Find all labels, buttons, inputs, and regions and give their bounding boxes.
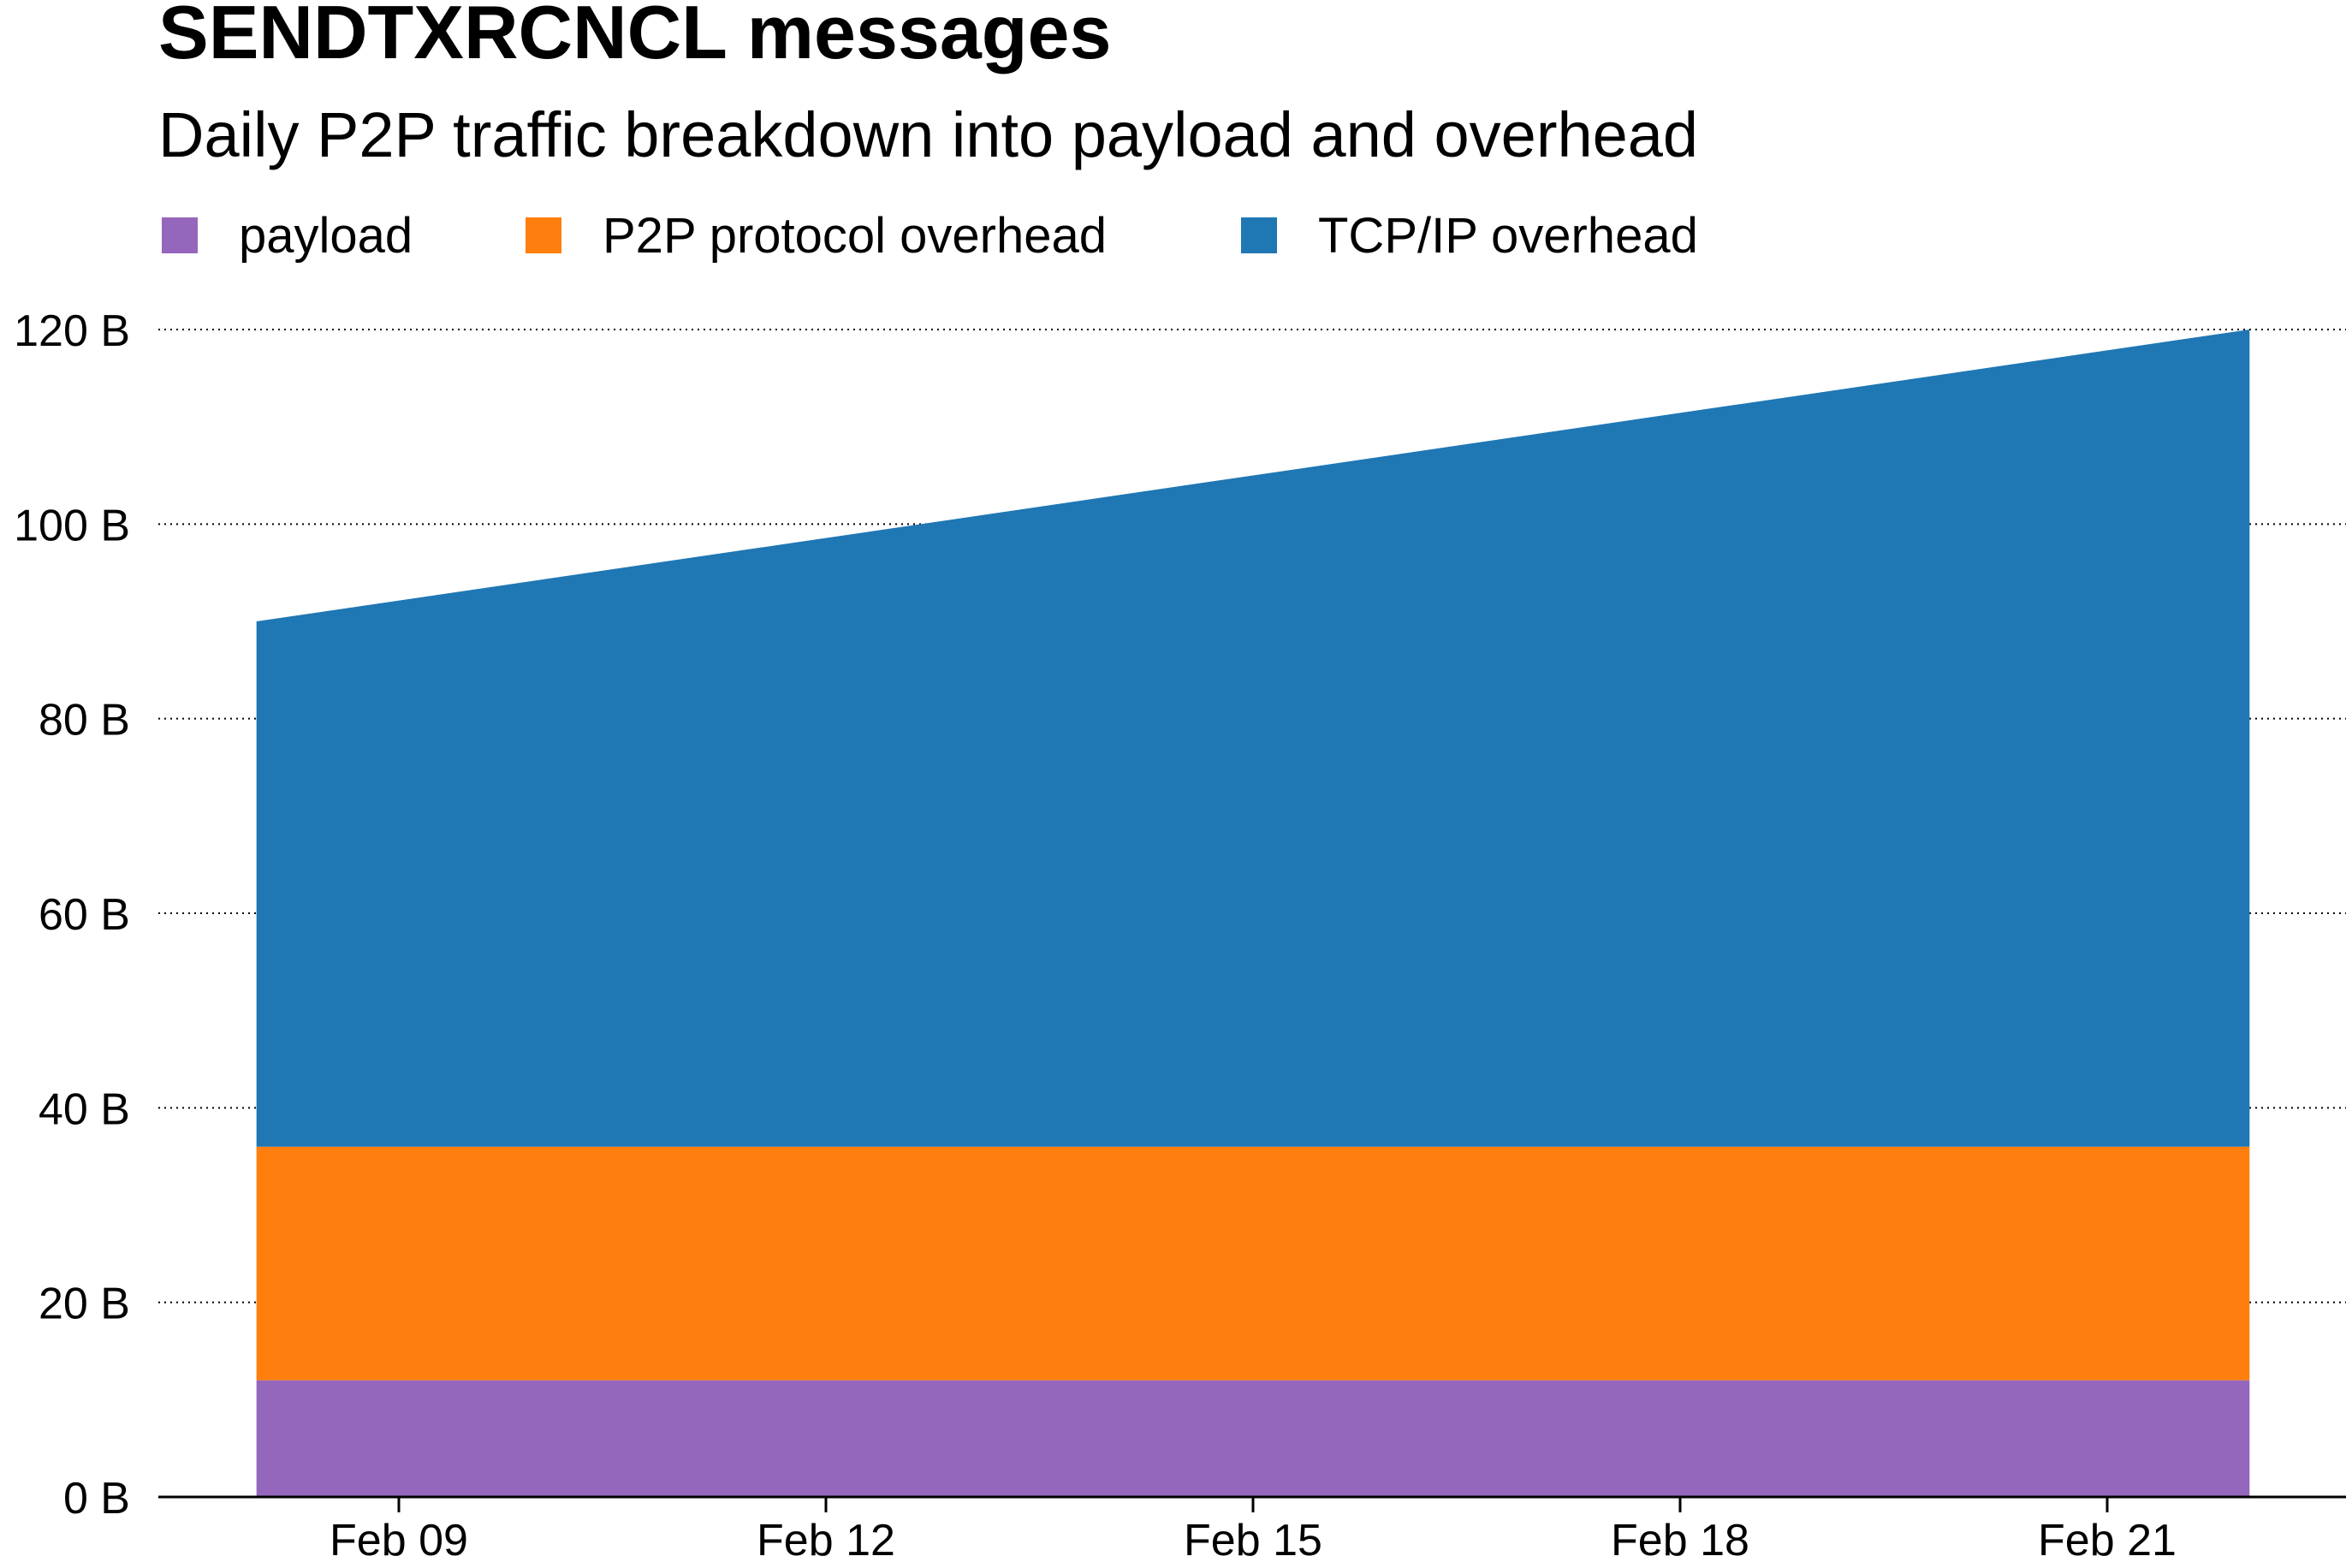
y-tick-label: 80 B — [39, 696, 130, 745]
x-tick-label: Feb 18 — [1611, 1516, 1749, 1565]
legend-label: P2P protocol overhead — [603, 208, 1107, 264]
y-tick-label: 40 B — [39, 1084, 130, 1134]
area-series-3 — [256, 330, 2250, 1147]
legend-label: TCP/IP overhead — [1318, 208, 1698, 264]
x-tick-label: Feb 15 — [1184, 1516, 1322, 1565]
y-axis-ticks: 0 B 20 B 40 B 60 B 80 B 100 B 120 B — [14, 306, 130, 1523]
area-series-2 — [256, 1146, 2250, 1381]
y-tick-label: 20 B — [39, 1280, 130, 1329]
legend-swatch — [162, 217, 198, 253]
legend: payload P2P protocol overhead TCP/IP overh… — [162, 208, 1698, 264]
chart-subtitle: Daily P2P traffic breakdown into payload… — [158, 99, 1698, 170]
x-tick-label: Feb 12 — [757, 1516, 895, 1565]
legend-item-1: payload — [162, 208, 413, 264]
legend-swatch — [1241, 217, 1277, 253]
stacked-areas — [256, 330, 2250, 1497]
legend-item-3: TCP/IP overhead — [1241, 208, 1698, 264]
legend-item-2: P2P protocol overhead — [526, 208, 1107, 264]
legend-label: payload — [239, 208, 413, 264]
x-tick-label: Feb 09 — [330, 1516, 468, 1565]
y-tick-label: 0 B — [63, 1474, 130, 1523]
chart-title: SENDTXRCNCL messages — [158, 0, 1111, 74]
y-tick-label: 60 B — [39, 890, 130, 940]
x-axis-ticks: Feb 09 Feb 12 Feb 15 Feb 18 Feb 21 — [330, 1497, 2177, 1565]
legend-swatch — [526, 217, 561, 253]
y-tick-label: 100 B — [14, 501, 130, 550]
y-tick-label: 120 B — [14, 306, 130, 356]
area-series-1 — [256, 1380, 2250, 1497]
x-tick-label: Feb 21 — [2038, 1516, 2177, 1565]
